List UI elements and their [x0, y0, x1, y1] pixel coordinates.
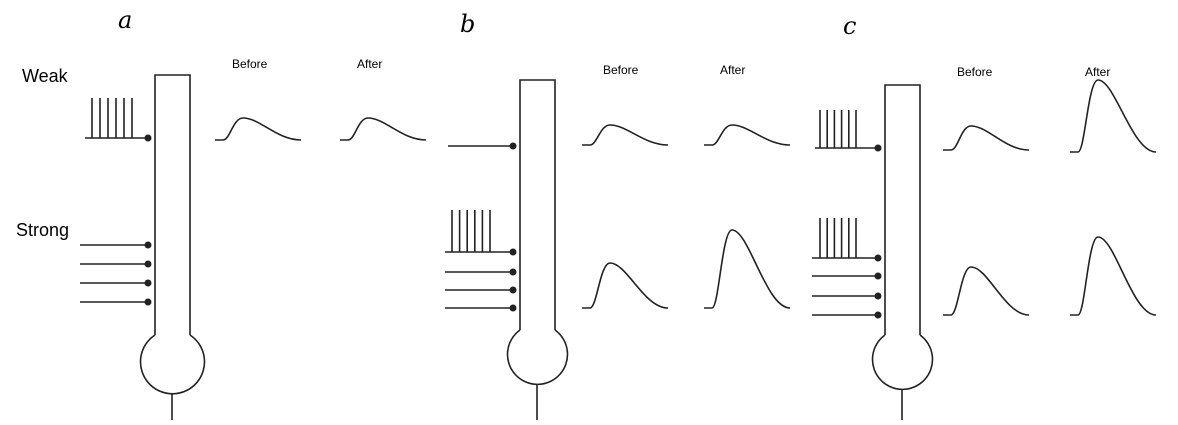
panel-label: b — [460, 10, 475, 38]
panel-label: c — [843, 12, 856, 40]
synapse — [874, 292, 882, 300]
synapse — [144, 298, 152, 306]
synapse — [874, 254, 882, 262]
soma — [871, 334, 934, 391]
soma — [506, 329, 569, 386]
synapse — [509, 142, 517, 150]
after-label: After — [1085, 65, 1110, 79]
after-label: After — [357, 57, 382, 71]
synapse — [509, 304, 517, 312]
synapse — [144, 279, 152, 287]
epsp-trace — [340, 117, 427, 141]
epsp-trace — [582, 262, 669, 309]
epsp-trace — [943, 125, 1030, 151]
epsp-trace — [704, 124, 791, 146]
dendrite — [519, 79, 556, 330]
before-label: Before — [232, 57, 268, 71]
synapse — [509, 268, 517, 276]
synapse — [144, 134, 152, 142]
synapse — [874, 272, 882, 280]
epsp-trace — [215, 117, 302, 141]
epsp-trace — [1070, 79, 1157, 153]
strong-label: Strong — [16, 220, 69, 240]
after-label: After — [720, 63, 745, 77]
before-label: Before — [603, 63, 639, 77]
before-label: Before — [957, 65, 993, 79]
epsp-trace — [582, 124, 669, 146]
dendrite — [154, 74, 191, 335]
epsp-trace — [1070, 236, 1157, 316]
dendrite — [884, 84, 921, 335]
synapse — [144, 241, 152, 249]
soma — [139, 334, 206, 395]
epsp-trace — [943, 266, 1030, 316]
weak-label: Weak — [22, 66, 69, 86]
synapse — [874, 311, 882, 319]
synapse — [509, 286, 517, 294]
synapse — [144, 260, 152, 268]
epsp-trace — [704, 229, 791, 309]
synapse — [874, 144, 882, 152]
panel-label: a — [118, 6, 132, 34]
synapse — [509, 248, 517, 256]
